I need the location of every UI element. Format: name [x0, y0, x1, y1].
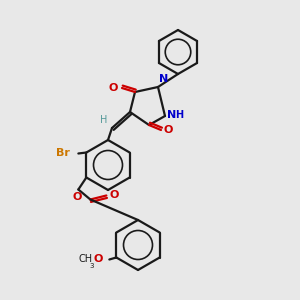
Text: 3: 3	[90, 263, 94, 269]
Text: H: H	[175, 110, 183, 120]
Text: N: N	[159, 74, 168, 84]
Text: O: O	[164, 125, 173, 135]
Text: O: O	[109, 190, 119, 200]
Text: O: O	[73, 193, 82, 202]
Text: O: O	[109, 83, 118, 93]
Text: CH: CH	[78, 254, 92, 263]
Text: Br: Br	[56, 148, 70, 158]
Text: H: H	[100, 115, 107, 125]
Text: O: O	[94, 254, 103, 265]
Text: N: N	[167, 110, 176, 120]
